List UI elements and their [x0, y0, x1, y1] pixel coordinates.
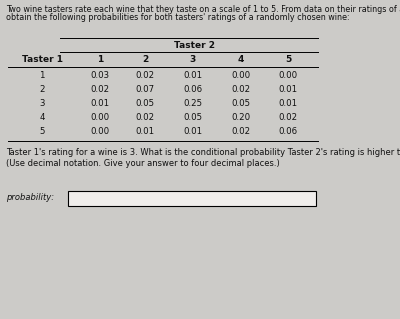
Text: 3: 3 [39, 99, 45, 108]
Text: 0.06: 0.06 [278, 127, 298, 136]
Text: 0.06: 0.06 [184, 85, 202, 94]
Text: 0.05: 0.05 [232, 99, 250, 108]
Text: 0.02: 0.02 [136, 113, 154, 122]
Text: 0.01: 0.01 [278, 85, 298, 94]
Text: 1: 1 [39, 71, 45, 80]
Text: 0.25: 0.25 [184, 99, 202, 108]
Text: 0.00: 0.00 [232, 71, 250, 80]
Bar [68, 191, 316, 206]
Text: 0.00: 0.00 [90, 127, 110, 136]
Text: 0.02: 0.02 [136, 71, 154, 80]
Text: 0.02: 0.02 [278, 113, 298, 122]
Text: 0.05: 0.05 [136, 99, 154, 108]
Text: 0.01: 0.01 [90, 99, 110, 108]
Text: probability:: probability: [6, 193, 54, 202]
Text: 0.02: 0.02 [232, 127, 250, 136]
Text: 1: 1 [97, 55, 103, 64]
Text: 0.01: 0.01 [184, 127, 202, 136]
Text: Two wine tasters rate each wine that they taste on a scale of 1 to 5. From data : Two wine tasters rate each wine that the… [6, 5, 400, 14]
Text: 0.01: 0.01 [136, 127, 154, 136]
Text: 0.07: 0.07 [136, 85, 154, 94]
Text: Taster 1's rating for a wine is 3. What is the conditional probability Taster 2': Taster 1's rating for a wine is 3. What … [6, 148, 400, 157]
Text: 3: 3 [190, 55, 196, 64]
Text: 0.02: 0.02 [90, 85, 110, 94]
Text: 2: 2 [142, 55, 148, 64]
Text: 4: 4 [39, 113, 45, 122]
Text: 0.02: 0.02 [232, 85, 250, 94]
Text: Taster 1: Taster 1 [22, 55, 62, 64]
Text: obtain the following probabilities for both tasters' ratings of a randomly chose: obtain the following probabilities for b… [6, 13, 350, 22]
Text: (Use decimal notation. Give your answer to four decimal places.): (Use decimal notation. Give your answer … [6, 159, 280, 168]
Text: 5: 5 [39, 127, 45, 136]
Text: 0.05: 0.05 [184, 113, 202, 122]
Text: 0.03: 0.03 [90, 71, 110, 80]
Text: 0.00: 0.00 [278, 71, 298, 80]
Text: 0.01: 0.01 [184, 71, 202, 80]
Text: 5: 5 [285, 55, 291, 64]
Text: 0.20: 0.20 [232, 113, 250, 122]
Text: 0.01: 0.01 [278, 99, 298, 108]
Text: Taster 2: Taster 2 [174, 41, 214, 50]
Text: 2: 2 [39, 85, 45, 94]
Text: 0.00: 0.00 [90, 113, 110, 122]
Text: 4: 4 [238, 55, 244, 64]
